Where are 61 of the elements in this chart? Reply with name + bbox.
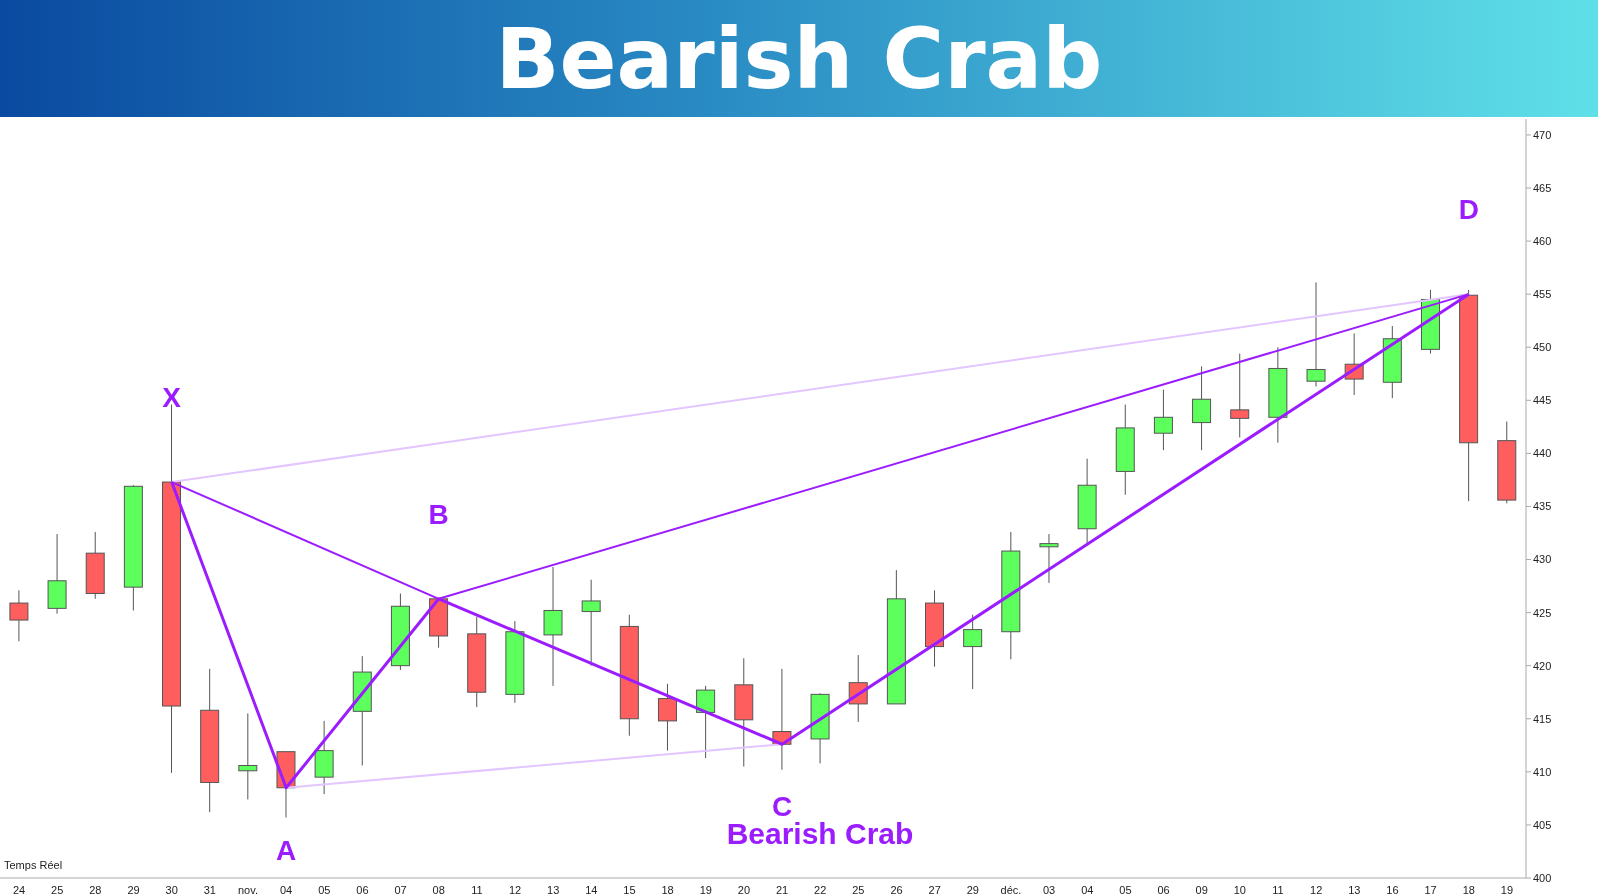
x-tick-label: 14 [585,883,598,896]
x-tick-label: 12 [1310,883,1323,896]
x-tick-label: 12 [508,883,522,896]
x-tick-label: 15 [623,883,636,896]
x-tick-label: 31 [203,883,216,896]
x-tick-label: 06 [356,883,369,896]
x-tick-label: 29 [966,883,979,896]
x-tick-label: 08 [432,883,445,896]
y-tick-label: 420 [1533,659,1552,672]
y-tick-label: 455 [1533,288,1552,301]
y-tick-label: 435 [1533,500,1552,513]
chart-title: Bearish Crab [495,9,1103,108]
x-tick-label: 03 [1043,883,1056,896]
data-label: D [1458,194,1479,226]
y-tick-label: 460 [1533,234,1552,247]
x-tick-label: 05 [1119,883,1132,896]
x-tick-label: 19 [699,883,712,896]
y-tick-label: 410 [1533,765,1552,778]
x-tick-label: 22 [814,883,827,896]
x-tick-label: 26 [890,883,903,896]
y-tick-label: 405 [1533,818,1552,831]
x-tick-label: 11 [471,883,483,896]
x-tick-label: 05 [318,883,331,896]
x-tick-label: 13 [547,883,560,896]
data-label: X [162,382,182,414]
x-tick-label: 21 [775,883,789,896]
x-tick-label: nov. [237,883,258,896]
y-tick-label: 450 [1533,341,1552,354]
x-tick-label: 18 [661,883,674,896]
x-tick-label: 28 [89,883,102,896]
x-tick-label: 25 [51,883,64,896]
x-tick-label: 27 [928,883,941,896]
data-label: B [428,498,449,530]
y-tick-label: 440 [1533,447,1552,460]
x-tick-label: 20 [737,883,751,896]
x-tick-label: 06 [1157,883,1170,896]
y-tick-label: 400 [1533,871,1552,884]
annotation: Temps Réel [4,859,63,871]
x-tick-label: 09 [1195,883,1208,896]
y-tick-label: 415 [1533,712,1552,725]
x-tick-label: 29 [127,883,140,896]
x-tick-label: 19 [1500,883,1514,896]
x-tick-label: 04 [280,883,293,896]
y-tick-label: 470 [1533,128,1552,141]
x-tick-label: 13 [1348,883,1361,896]
x-tick-label: 25 [852,883,865,896]
x-tick-label: 11 [1272,883,1284,896]
x-tick-label: 04 [1081,883,1094,896]
y-tick-label: 445 [1533,394,1552,407]
y-tick-label: 425 [1533,606,1552,619]
x-tick-label: 10 [1233,883,1246,896]
y-tick-label: 465 [1533,181,1552,194]
x-tick-label: 18 [1462,883,1475,896]
x-tick-label: 24 [12,883,26,896]
x-tick-label: 30 [165,883,178,896]
data-label: A [276,834,297,866]
x-tick-label: déc. [1000,883,1022,896]
x-tick-label: 07 [394,883,407,896]
x-tick-label: 17 [1424,883,1437,896]
y-tick-label: 430 [1533,553,1552,566]
x-tick-label: 16 [1386,883,1399,896]
